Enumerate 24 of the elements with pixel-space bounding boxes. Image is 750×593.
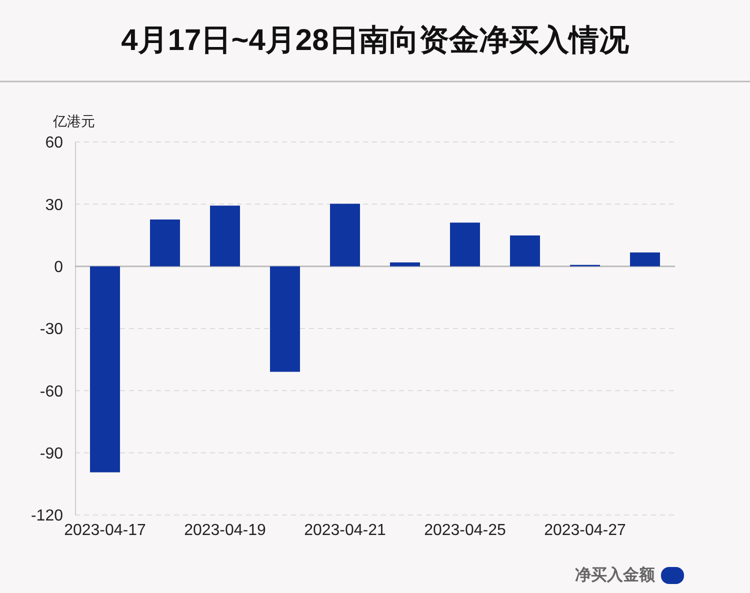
y-axis-title: 亿港元 xyxy=(52,113,95,129)
bar xyxy=(630,252,660,266)
bar xyxy=(210,206,240,266)
bar xyxy=(90,266,120,472)
bar xyxy=(330,204,360,266)
y-tick-label: -30 xyxy=(40,321,64,338)
bar xyxy=(390,262,420,266)
bar xyxy=(510,235,540,266)
x-tick-label: 2023-04-19 xyxy=(184,522,266,539)
x-tick-label: 2023-04-25 xyxy=(424,522,506,539)
y-tick-label: 30 xyxy=(45,196,64,214)
chart-title: 4月17日~4月28日南向资金净买入情况 xyxy=(121,24,630,57)
y-tick-label: -90 xyxy=(40,445,64,462)
y-tick-label: 60 xyxy=(45,134,64,152)
y-tick-label: 0 xyxy=(54,258,64,276)
x-tick-label: 2023-04-21 xyxy=(304,522,386,539)
y-tick-label: -120 xyxy=(30,508,64,525)
bar xyxy=(150,220,180,266)
bar xyxy=(270,266,300,372)
bar xyxy=(450,222,480,266)
legend-label: 净买入金额 xyxy=(575,566,656,584)
x-tick-label: 2023-04-17 xyxy=(64,522,146,539)
x-tick-label: 2023-04-27 xyxy=(544,522,626,539)
y-tick-label: -60 xyxy=(40,383,64,400)
